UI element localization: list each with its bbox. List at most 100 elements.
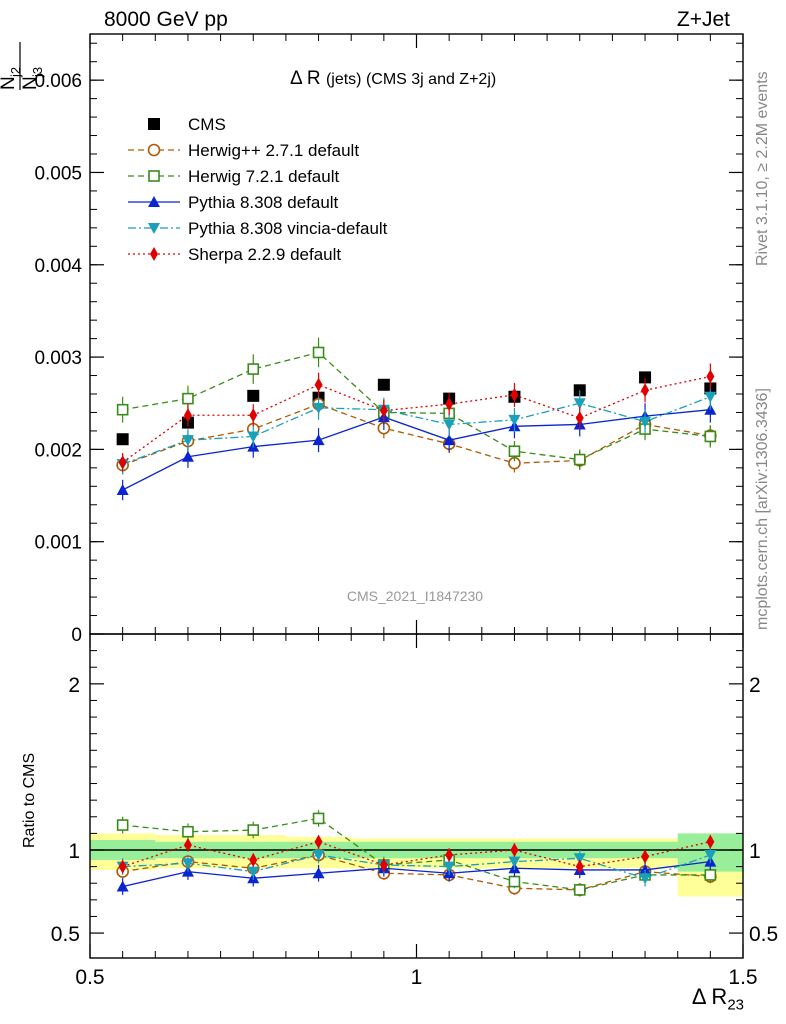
x-tick-label: 0.5	[75, 966, 104, 989]
legend-entry-pythia-8-308-vincia-default: Pythia 8.308 vincia-default	[128, 219, 388, 238]
data-point	[181, 435, 194, 447]
ratio-point	[508, 856, 521, 868]
ratio-series-line	[122, 817, 711, 891]
x-axis-label-main: Δ R	[691, 984, 728, 1009]
legend-marker	[150, 247, 158, 261]
data-point	[312, 346, 325, 359]
ratio-y-tick-label-right: 2	[749, 674, 761, 697]
y-tick-label: 0.005	[34, 163, 82, 184]
y-tick-label: 0.002	[34, 440, 82, 461]
plot-title-detail: (jets) (CMS 3j and Z+2j)	[325, 71, 497, 88]
ratio-point	[182, 825, 194, 838]
ratio-series-sherpa-2-2-9-default	[118, 834, 715, 874]
legend-entry-cms: CMS	[148, 115, 226, 134]
data-point	[247, 389, 260, 402]
y-tick-label: 0.006	[34, 71, 82, 92]
data-point	[639, 371, 652, 384]
ratio-series-line	[122, 854, 711, 879]
data-point	[377, 378, 390, 391]
data-point	[116, 403, 129, 416]
ratio-point	[116, 880, 129, 892]
ratio-point	[118, 859, 127, 874]
ratio-y-tick-label-right: 1	[749, 840, 761, 863]
ratio-point	[639, 873, 652, 885]
data-point	[247, 431, 260, 443]
ratio-point	[704, 869, 717, 881]
ratio-point	[573, 884, 586, 896]
data-point	[639, 416, 652, 428]
data-point	[183, 408, 192, 423]
x-tick-label: 1	[411, 966, 423, 989]
legend-entry-pythia-8-308-default: Pythia 8.308 default	[128, 193, 339, 212]
series-sherpa-2-2-9-default	[118, 363, 715, 472]
y-label-denominator-sub: j2	[8, 67, 23, 78]
series-cms	[116, 371, 717, 446]
plot-title-main: Δ R	[290, 68, 321, 89]
data-point	[118, 455, 127, 470]
y-axis-label-ratio: Ratio to CMS	[21, 752, 38, 848]
ratio-point	[249, 852, 258, 867]
plot-title: Δ R (jets) (CMS 3j and Z+2j)	[290, 68, 496, 90]
data-point	[443, 434, 456, 446]
axis-ticks: 0 0.001 0.002 0.003 0.004 0.005 0.006 0.5 0.5 1 1 2…	[34, 34, 778, 989]
ratio-point	[706, 834, 715, 849]
legend-label: Sherpa 2.2.9 default	[188, 245, 341, 264]
legend-label: Herwig++ 2.7.1 default	[188, 141, 359, 160]
data-point	[116, 484, 129, 495]
legend-marker	[148, 223, 160, 234]
ratio-uncertainty-bands	[90, 833, 743, 897]
y-label-numerator-sub: j3	[30, 67, 45, 78]
ratio-band-stat	[90, 833, 743, 872]
legend-entry-sherpa-2-2-9-default: Sherpa 2.2.9 default	[128, 245, 341, 264]
series-herwig-7-2-1-default	[116, 337, 717, 470]
data-point	[312, 434, 325, 446]
series-pythia-8-308-vincia-default	[116, 383, 717, 475]
legend-marker	[148, 196, 160, 207]
data-point	[116, 433, 129, 446]
data-point	[443, 419, 456, 431]
data-point	[508, 414, 521, 426]
series-herwig-2-7-1-default	[116, 393, 717, 475]
ratio-point	[247, 866, 260, 878]
series-line	[122, 375, 711, 463]
data-point	[312, 402, 325, 414]
ratio-series-layer	[116, 810, 717, 897]
y-axis-label-main: N j2 N j3	[0, 28, 60, 98]
data-point	[508, 445, 521, 458]
data-point	[182, 392, 194, 405]
ratio-point	[314, 834, 323, 849]
y-label-denominator: N	[0, 76, 19, 90]
y-label-numerator: N	[20, 76, 41, 90]
data-point	[510, 387, 519, 402]
series-line	[122, 396, 711, 465]
data-point	[379, 403, 388, 418]
ratio-y-tick-label: 2	[68, 674, 80, 697]
legend-marker	[147, 143, 161, 157]
ratio-y-tick-label: 0.5	[51, 923, 80, 946]
ratio-point	[443, 861, 456, 873]
ratio-point	[641, 849, 650, 864]
data-point	[573, 398, 586, 410]
ratio-frame	[89, 633, 744, 959]
data-point	[314, 377, 323, 392]
ratio-point	[181, 858, 194, 870]
ratio-point	[573, 853, 586, 865]
ratio-point	[247, 824, 260, 836]
legend-entry-herwig-2-7-1-default: Herwig++ 2.7.1 default	[128, 141, 359, 160]
data-point	[445, 397, 454, 412]
data-point	[706, 369, 715, 384]
data-point	[249, 408, 258, 423]
ratio-point	[183, 838, 192, 853]
series-pythia-8-308-default	[116, 396, 717, 501]
series-line	[122, 409, 711, 491]
series-layer	[116, 337, 717, 501]
ratio-point	[508, 875, 521, 888]
data-point	[575, 411, 584, 425]
legend-label: Pythia 8.308 vincia-default	[188, 219, 388, 238]
x-axis-label: Δ R23	[692, 984, 744, 1013]
ratio-point	[312, 849, 325, 861]
x-tick-label: 1.5	[728, 966, 757, 989]
legend-marker	[148, 118, 160, 130]
ratio-point	[312, 867, 325, 879]
ratio-point	[445, 847, 454, 862]
